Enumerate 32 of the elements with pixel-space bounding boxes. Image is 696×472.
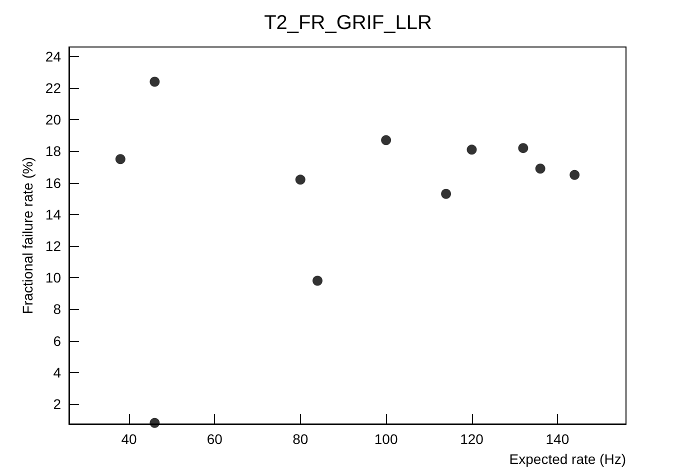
x-tick-label: 60: [206, 431, 223, 447]
x-tick-label: 140: [546, 431, 570, 447]
point: [312, 276, 323, 286]
x-axis-title: Expected rate (Hz): [509, 451, 626, 467]
x-tick-label: 100: [374, 431, 398, 447]
y-tick-label: 18: [45, 143, 62, 160]
point: [441, 188, 452, 199]
point: [150, 418, 160, 428]
point: [381, 135, 392, 146]
point: [570, 170, 580, 180]
point: [518, 143, 528, 154]
y-tick-label: 16: [45, 174, 62, 191]
chart-title: T2_FR_GRIF_LLR: [264, 12, 432, 34]
y-tick-label: 8: [53, 301, 62, 318]
point: [115, 154, 126, 164]
y-tick-label: 24: [45, 48, 62, 64]
x-tick-label: 80: [292, 431, 308, 447]
y-tick-label: 6: [53, 332, 62, 349]
y-tick-label: 4: [53, 364, 62, 380]
y-tick-label: 2: [53, 396, 62, 412]
y-tick-label: 14: [45, 206, 62, 222]
x-tick-label: 40: [121, 431, 137, 447]
point: [535, 164, 546, 174]
y-tick-label: 10: [45, 270, 62, 286]
y-axis-title: Fractional failure rate (%): [20, 156, 36, 314]
point: [295, 174, 306, 185]
x-tick-label: 120: [460, 431, 484, 447]
point: [466, 144, 477, 155]
y-tick-label: 22: [45, 80, 62, 96]
y-tick-label: 12: [45, 238, 62, 254]
point: [150, 76, 160, 87]
y-tick-label: 20: [45, 112, 62, 128]
